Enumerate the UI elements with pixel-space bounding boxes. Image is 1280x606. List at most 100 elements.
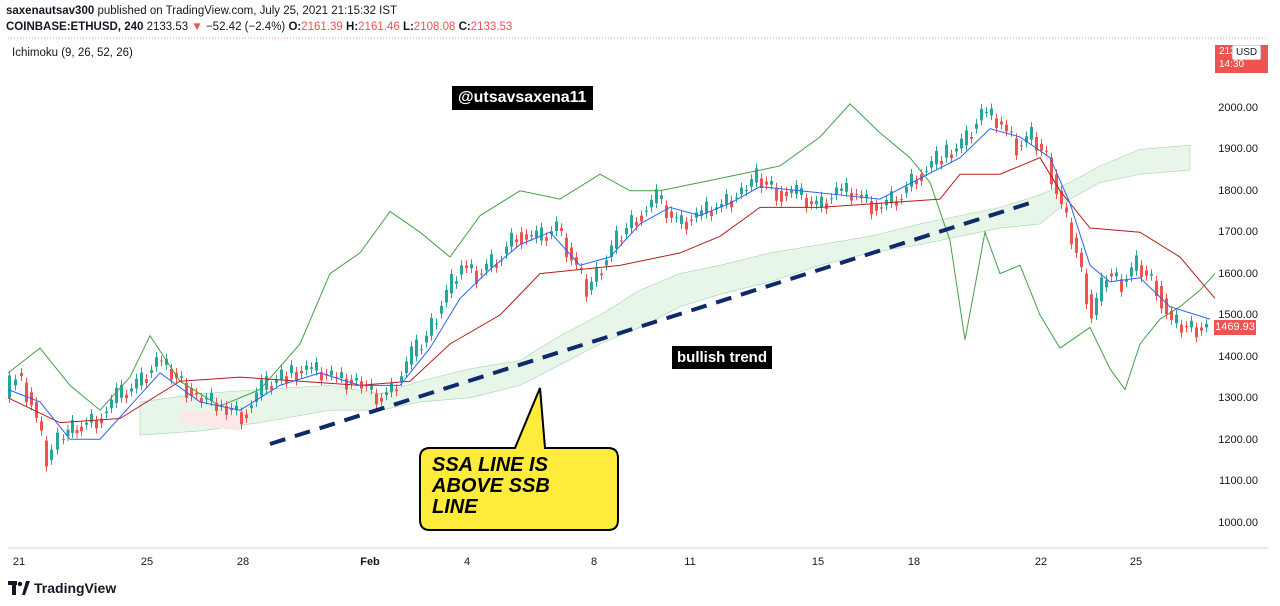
candle-body xyxy=(950,154,953,159)
indicator-label[interactable]: Ichimoku (9, 26, 52, 26) xyxy=(12,47,133,59)
tradingview-logo[interactable]: TradingView xyxy=(8,580,116,596)
candle-body xyxy=(125,394,128,399)
candle-body xyxy=(35,401,38,418)
candle-body xyxy=(155,357,158,367)
candle-body xyxy=(490,254,493,268)
x-tick: 4 xyxy=(463,556,471,568)
close-label: C: xyxy=(458,21,471,33)
callout-line-2: ABOVE SSB xyxy=(432,475,550,497)
candle-body xyxy=(880,207,883,209)
candle-body xyxy=(1125,279,1128,282)
candle-body xyxy=(1090,294,1093,319)
candle-body xyxy=(860,194,863,199)
candle-body xyxy=(130,388,133,392)
candle-body xyxy=(425,335,428,343)
candle-body xyxy=(265,376,268,390)
candle-body xyxy=(115,387,118,403)
candle-body xyxy=(190,387,193,397)
candle-body xyxy=(1060,190,1063,205)
candle-body xyxy=(825,203,828,210)
candle-body xyxy=(660,195,663,200)
candle-body xyxy=(1155,280,1158,296)
candle-body xyxy=(415,339,418,357)
candle-body xyxy=(590,281,593,291)
candle-body xyxy=(1195,327,1198,338)
candle-body xyxy=(680,215,683,224)
candle-body xyxy=(405,361,408,373)
candle-body xyxy=(1100,277,1103,302)
tenkan-sen-line xyxy=(7,128,1211,440)
candle-body xyxy=(1135,255,1138,271)
candle-body xyxy=(280,369,283,380)
y-tick: 1800.00 xyxy=(1218,185,1258,197)
currency-button[interactable]: USD xyxy=(1232,45,1262,60)
candle-body xyxy=(170,368,173,380)
candle-body xyxy=(955,148,958,152)
candle-body xyxy=(980,108,983,121)
candle-body xyxy=(1085,273,1088,305)
candle-body xyxy=(765,181,768,185)
candle-body xyxy=(505,246,508,254)
candle-body xyxy=(455,281,458,284)
candle-body xyxy=(805,198,808,208)
candle-body xyxy=(445,289,448,303)
candle-body xyxy=(690,219,693,222)
candle-body xyxy=(500,260,503,262)
candle-body xyxy=(270,386,273,390)
candle-body xyxy=(780,190,783,202)
candle-body xyxy=(150,370,153,373)
candle-body xyxy=(755,168,758,183)
candle-body xyxy=(390,382,393,393)
candle-body xyxy=(700,210,703,216)
candle-body xyxy=(915,180,918,185)
candle-body xyxy=(210,392,213,402)
high-value: 2161.46 xyxy=(358,21,400,33)
candle-body xyxy=(1045,150,1048,152)
candle-body xyxy=(540,227,543,241)
candle-body xyxy=(75,429,79,434)
candle-body xyxy=(510,232,513,247)
candle-body xyxy=(460,265,463,275)
candle-body xyxy=(330,370,333,376)
candle-body xyxy=(310,367,313,369)
candle-body xyxy=(630,215,633,229)
candle-body xyxy=(305,365,308,370)
y-tick: 1900.00 xyxy=(1218,143,1258,155)
candle-body xyxy=(550,231,553,235)
candle-body xyxy=(110,399,113,409)
x-tick: 8 xyxy=(590,556,598,568)
candle-body xyxy=(1070,222,1073,245)
candle-body xyxy=(1115,272,1118,277)
candle-body xyxy=(375,393,378,405)
candle-body xyxy=(50,449,53,460)
candle-body xyxy=(430,318,433,336)
candle-body xyxy=(20,372,23,376)
callout-text: SSA LINE IS ABOVE SSB LINE xyxy=(432,455,612,518)
symbol-legend: COINBASE:ETHUSD, 240 2133.53 ▼ −52.42 (−… xyxy=(6,20,512,34)
candle-body xyxy=(90,413,93,423)
candle-body xyxy=(945,144,948,158)
candle-body xyxy=(935,151,938,165)
candle-body xyxy=(465,265,468,269)
candle-body xyxy=(810,201,813,205)
candle-body xyxy=(45,440,48,467)
candle-body xyxy=(235,405,238,411)
candle-body xyxy=(995,118,998,129)
candle-body xyxy=(705,201,708,214)
y-tick: 1700.00 xyxy=(1218,226,1258,238)
candle-body xyxy=(475,270,478,284)
symbol-label[interactable]: COINBASE:ETHUSD, 240 xyxy=(6,21,144,33)
candle-body xyxy=(1110,273,1113,277)
candle-body xyxy=(570,247,573,261)
trend-label: bullish trend xyxy=(672,346,772,369)
candle-body xyxy=(635,221,638,226)
candle-body xyxy=(965,130,968,146)
cloud-area xyxy=(139,144,1191,436)
candle-body xyxy=(1075,237,1078,253)
candle-body xyxy=(685,221,688,230)
open-value: 2161.39 xyxy=(301,21,343,33)
candle-body xyxy=(620,240,623,242)
candle-body xyxy=(245,414,248,419)
author-name[interactable]: saxenautsav300 xyxy=(6,5,95,17)
